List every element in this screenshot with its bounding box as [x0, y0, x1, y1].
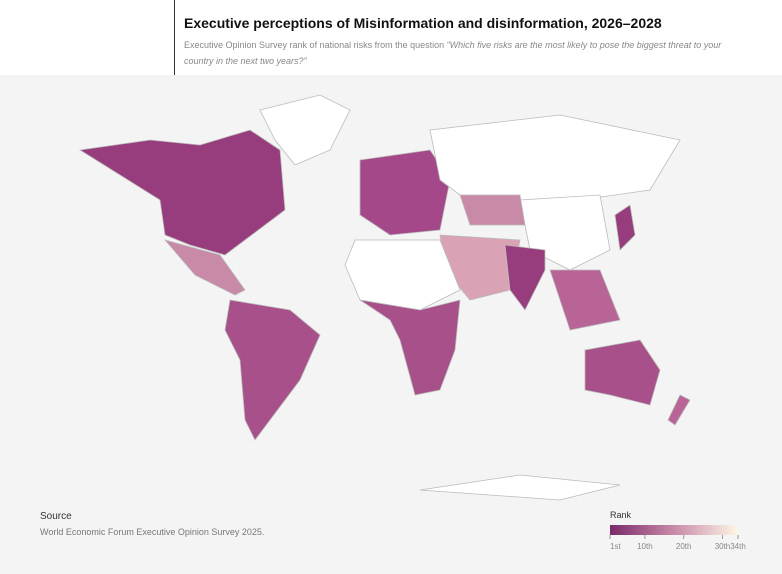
antarctica — [419, 474, 621, 501]
sub-saharan-africa — [359, 299, 461, 396]
russia — [429, 114, 681, 201]
north-america — [78, 129, 286, 256]
legend-tick-label: 30th — [715, 542, 731, 551]
north-africa — [344, 239, 461, 311]
source-text: World Economic Forum Executive Opinion S… — [40, 527, 265, 537]
legend-tick-label: 10th — [637, 542, 653, 551]
legend-title: Rank — [610, 510, 632, 520]
header: Executive perceptions of Misinformation … — [0, 0, 782, 75]
legend-gradient — [610, 525, 738, 535]
legend-tick-label: 34th — [730, 542, 746, 551]
india — [504, 244, 546, 311]
subtitle-quote: “Which five risks are the most likely to… — [184, 40, 722, 66]
legend-tick-label: 20th — [676, 542, 692, 551]
greenland — [259, 94, 351, 166]
subtitle: Executive Opinion Survey rank of nationa… — [184, 37, 744, 69]
europe — [359, 149, 451, 236]
new-zealand — [667, 394, 691, 426]
southeast-asia — [549, 269, 621, 331]
world-map — [78, 94, 691, 501]
legend: Rank 1st 10th 20th 30th 34th — [609, 510, 746, 551]
central-america — [163, 239, 246, 296]
australia — [584, 339, 661, 406]
divider — [174, 0, 175, 75]
source-heading: Source — [40, 511, 72, 522]
legend-tick-label: 1st — [610, 542, 621, 551]
south-america — [224, 299, 321, 441]
subtitle-text: Executive Opinion Survey rank of nationa… — [184, 40, 445, 50]
japan — [614, 204, 636, 251]
central-asia — [459, 194, 526, 226]
title: Executive perceptions of Misinformation … — [184, 15, 662, 31]
